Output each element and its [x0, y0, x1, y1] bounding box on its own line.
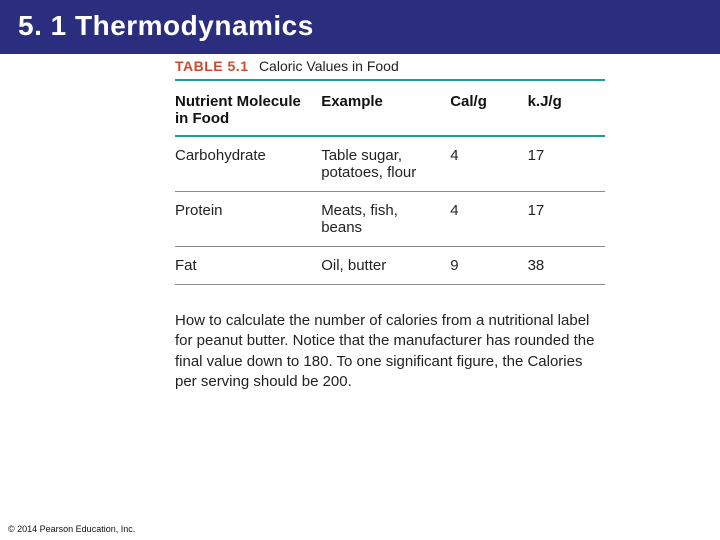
cell-example: Meats, fish, beans — [321, 192, 450, 247]
cell-example: Table sugar, potatoes, flour — [321, 136, 450, 192]
cell-nutrient: Fat — [175, 247, 321, 285]
table-top-rule — [175, 79, 605, 81]
col-header-example: Example — [321, 85, 450, 136]
col-header-calg: Cal/g — [450, 85, 527, 136]
slide: 5. 1 Thermodynamics TABLE 5.1 Caloric Va… — [0, 0, 720, 540]
cell-kjg: 17 — [528, 136, 605, 192]
explanatory-text: How to calculate the number of calories … — [175, 311, 605, 392]
col-header-kjg: k.J/g — [528, 85, 605, 136]
copyright-text: © 2014 Pearson Education, Inc. — [8, 524, 135, 534]
cell-calg: 4 — [450, 136, 527, 192]
caloric-values-table: Nutrient Molecule in Food Example Cal/g … — [175, 85, 605, 285]
table-caption: TABLE 5.1 Caloric Values in Food — [175, 58, 605, 76]
table-row: Protein Meats, fish, beans 4 17 — [175, 192, 605, 247]
cell-nutrient: Protein — [175, 192, 321, 247]
cell-nutrient: Carbohydrate — [175, 136, 321, 192]
table-row: Carbohydrate Table sugar, potatoes, flou… — [175, 136, 605, 192]
table-caption-text: Caloric Values in Food — [259, 58, 399, 74]
cell-calg: 9 — [450, 247, 527, 285]
col-header-nutrient: Nutrient Molecule in Food — [175, 85, 321, 136]
slide-title: 5. 1 Thermodynamics — [18, 10, 314, 41]
table-label: TABLE 5.1 — [175, 58, 248, 74]
cell-calg: 4 — [450, 192, 527, 247]
cell-example: Oil, butter — [321, 247, 450, 285]
cell-kjg: 38 — [528, 247, 605, 285]
table-row: Fat Oil, butter 9 38 — [175, 247, 605, 285]
table-header-row: Nutrient Molecule in Food Example Cal/g … — [175, 85, 605, 136]
slide-title-bar: 5. 1 Thermodynamics — [0, 0, 720, 54]
slide-content: TABLE 5.1 Caloric Values in Food Nutrien… — [175, 58, 605, 392]
cell-kjg: 17 — [528, 192, 605, 247]
